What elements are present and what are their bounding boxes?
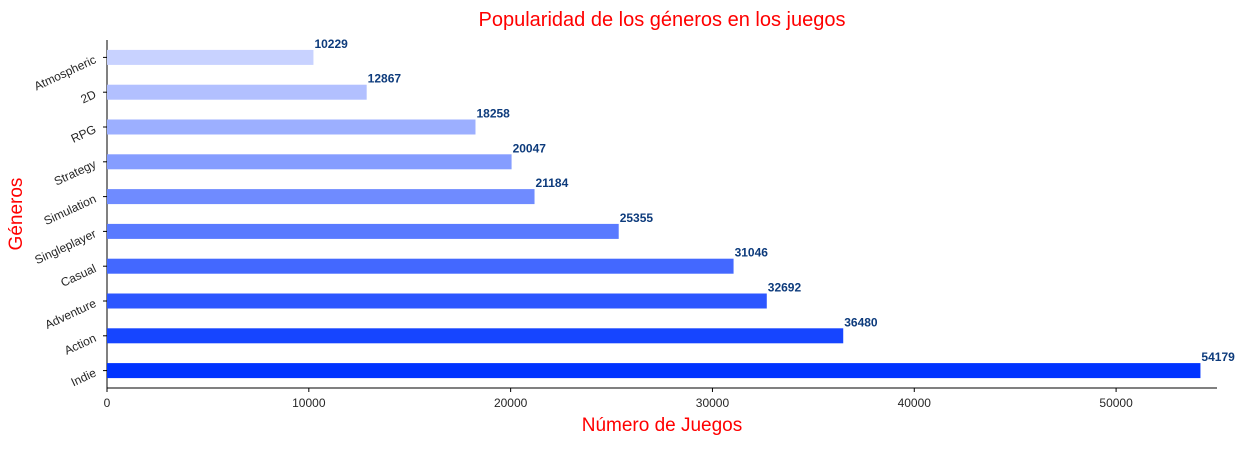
bar-indie [107, 363, 1201, 379]
bar-value-label: 54179 [1201, 350, 1235, 364]
y-tick-label: Atmospheric [32, 52, 98, 93]
y-tick-label: Adventure [43, 296, 99, 332]
x-tick-label: 40000 [898, 396, 932, 410]
bars-layer [107, 49, 1201, 379]
bar-casual [107, 258, 734, 274]
y-tick-label: Strategy [52, 157, 98, 189]
bar-value-label: 18258 [476, 107, 510, 121]
bar-value-label: 20047 [513, 141, 547, 155]
chart-title: Popularidad de los géneros en los juegos [479, 9, 846, 31]
bar-value-label: 31046 [735, 246, 769, 260]
x-axis-label: Número de Juegos [582, 415, 743, 436]
bar-atmospheric [107, 49, 314, 65]
bar-value-label: 12867 [368, 72, 402, 86]
bar-value-label: 21184 [536, 176, 569, 190]
y-tick-label: Simulation [42, 192, 99, 228]
y-axis-label: Géneros [6, 178, 27, 251]
y-tick-label: 2D [78, 87, 98, 106]
bar-adventure [107, 293, 767, 309]
x-tick-label: 10000 [292, 396, 326, 410]
y-tick-label: Action [62, 331, 98, 358]
bar-value-label: 32692 [768, 281, 802, 295]
ticks-layer: 0 10000 20000 30000 40000 50000 [103, 56, 1133, 410]
bar-simulation [107, 189, 535, 205]
y-tick-label: RPG [69, 122, 98, 146]
bar-singleplayer [107, 223, 619, 239]
bar-2d [107, 84, 367, 100]
y-tick-label: Indie [69, 365, 99, 389]
y-tick-label: Casual [58, 261, 98, 289]
bar-rpg [107, 119, 476, 135]
x-tick-label: 20000 [494, 396, 528, 410]
x-tick-label: 0 [104, 396, 111, 410]
bar-value-label: 25355 [620, 211, 654, 225]
bar-value-label: 36480 [844, 315, 878, 329]
bar-strategy [107, 154, 512, 170]
bar-action [107, 328, 844, 344]
x-tick-label: 30000 [696, 396, 730, 410]
bar-value-label: 10229 [314, 37, 348, 51]
x-tick-label: 50000 [1099, 396, 1133, 410]
y-tick-label: Singleplayer [32, 226, 98, 267]
